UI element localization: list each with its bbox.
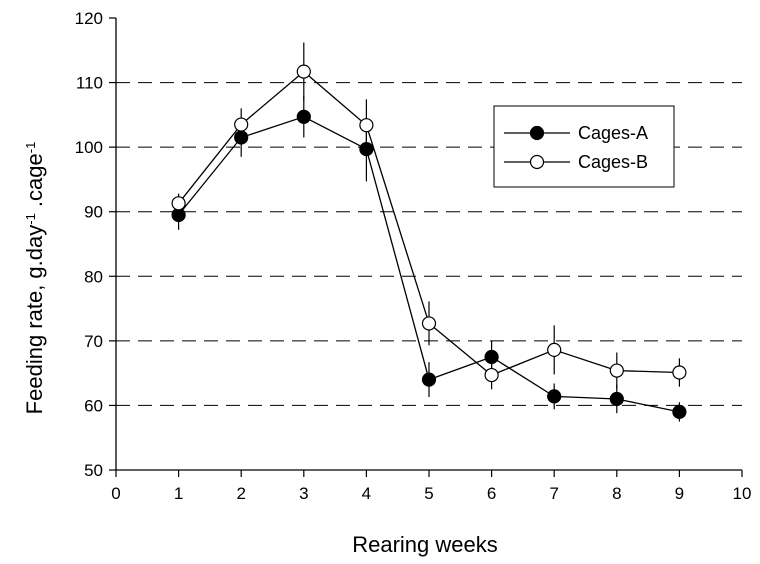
data-point-cages-b-6 xyxy=(484,367,499,383)
legend: Cages-A Cages-B xyxy=(493,105,675,188)
y-axis-title-sup1: -1 xyxy=(23,213,38,225)
y-axis-title-sup2: -1 xyxy=(23,142,38,154)
x-axis-title: Rearing weeks xyxy=(352,532,498,557)
y-tick-label-90: 90 xyxy=(84,203,103,222)
x-tick-label-7: 7 xyxy=(549,484,558,503)
y-axis-title: Feeding rate, g.day-1 .cage-1 xyxy=(22,142,47,415)
data-point-cages-b-5 xyxy=(421,316,437,331)
x-tick-label-4: 4 xyxy=(362,484,371,503)
data-point-cages-b-7 xyxy=(547,342,562,357)
data-point-cages-a-9 xyxy=(672,404,687,419)
data-point-cages-a-5 xyxy=(421,372,437,387)
x-tick-label-3: 3 xyxy=(299,484,308,503)
y-tick-label-50: 50 xyxy=(84,461,103,480)
data-point-cages-b-4 xyxy=(359,118,374,133)
data-point-cages-b-1 xyxy=(171,196,186,211)
series-group xyxy=(171,42,687,422)
y-axis-title-mid: .cage xyxy=(22,153,47,213)
legend-label-cages-b: Cages-B xyxy=(578,152,648,172)
data-point-cages-b-3 xyxy=(296,64,311,79)
y-tick-label-60: 60 xyxy=(84,396,103,415)
legend-marker-cages-b xyxy=(529,154,545,170)
x-tick-label-10: 10 xyxy=(733,484,752,503)
legend-box xyxy=(493,105,675,188)
data-point-cages-a-3 xyxy=(296,109,311,124)
x-tick-label-5: 5 xyxy=(424,484,433,503)
data-point-cages-a-7 xyxy=(547,389,562,404)
series-cages-a xyxy=(171,96,687,422)
x-tick-label-8: 8 xyxy=(612,484,621,503)
data-point-cages-a-8 xyxy=(609,391,624,407)
legend-marker-cages-a xyxy=(529,125,545,141)
legend-label-cages-a: Cages-A xyxy=(578,123,648,143)
x-tick-label-6: 6 xyxy=(487,484,496,503)
x-tick-label-9: 9 xyxy=(675,484,684,503)
y-tick-label-80: 80 xyxy=(84,267,103,286)
axes: 0 1 2 3 4 5 6 7 8 9 10 50 60 70 80 90 100 110 120 xyxy=(75,9,752,503)
x-tick-label-0: 0 xyxy=(111,484,120,503)
x-tick-label-1: 1 xyxy=(174,484,183,503)
data-point-cages-b-8 xyxy=(609,363,624,378)
y-tick-label-120: 120 xyxy=(75,9,103,28)
data-point-cages-b-2 xyxy=(234,117,249,132)
y-tick-label-70: 70 xyxy=(84,332,103,351)
y-tick-label-100: 100 xyxy=(75,138,103,157)
x-tick-label-2: 2 xyxy=(236,484,245,503)
data-point-cages-b-9 xyxy=(672,365,687,380)
series-cages-b xyxy=(171,42,687,390)
y-tick-label-110: 110 xyxy=(76,74,103,93)
y-axis-title-main: Feeding rate, g.day xyxy=(22,225,47,415)
